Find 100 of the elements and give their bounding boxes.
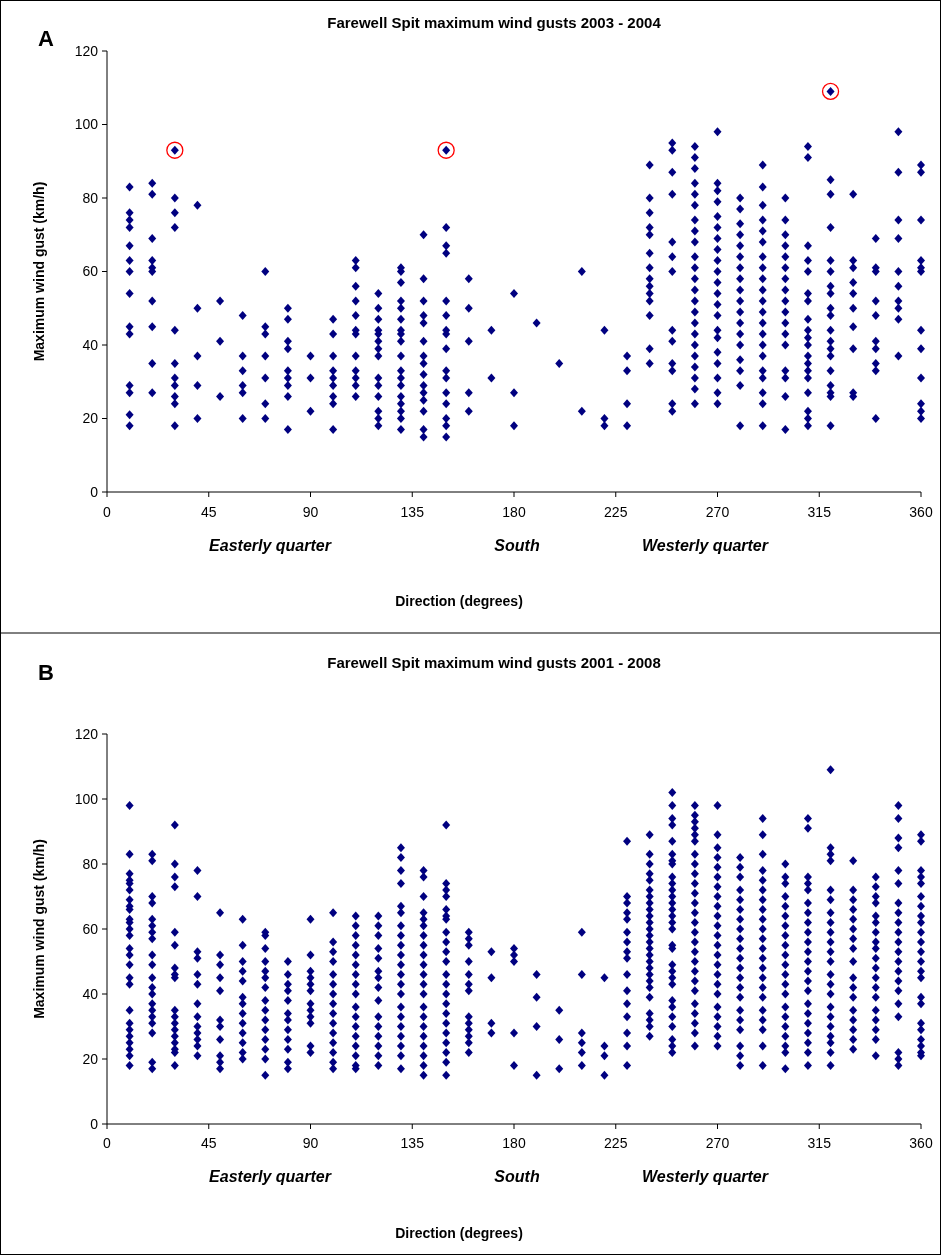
point (917, 325, 925, 335)
point (736, 366, 745, 376)
point (261, 1035, 270, 1044)
point (713, 901, 722, 911)
point (690, 888, 699, 898)
point (125, 380, 134, 390)
point (374, 1041, 383, 1051)
x-tick-label: 0 (103, 503, 112, 520)
point (668, 267, 677, 276)
point (803, 373, 812, 383)
point (713, 373, 722, 383)
point (645, 970, 654, 979)
point (577, 406, 586, 416)
point (713, 843, 722, 853)
point (894, 976, 903, 986)
point (736, 340, 745, 350)
point (442, 820, 451, 830)
point (894, 351, 903, 361)
point (713, 347, 722, 357)
point (170, 872, 179, 882)
point (894, 879, 903, 888)
point (736, 973, 745, 983)
point (668, 924, 677, 934)
point (758, 329, 767, 339)
point (803, 267, 812, 276)
point (600, 1070, 609, 1080)
point (668, 849, 677, 859)
point (803, 927, 812, 937)
x-tick-label: 315 (807, 1134, 832, 1151)
point (668, 801, 677, 810)
point (396, 399, 405, 409)
point (826, 366, 835, 376)
point (351, 351, 360, 361)
point (894, 1048, 903, 1057)
point (170, 882, 179, 892)
y-axis-title: Maximum wind gust (km/h) (31, 181, 47, 362)
text: B (38, 660, 54, 685)
point (826, 957, 835, 966)
point (487, 973, 496, 983)
point (668, 167, 677, 177)
point (871, 973, 880, 983)
point (713, 830, 722, 840)
point (849, 303, 858, 313)
point (419, 970, 428, 979)
point (690, 362, 699, 372)
point (803, 1048, 812, 1057)
point (238, 914, 247, 924)
point (826, 175, 835, 185)
point (645, 849, 654, 859)
point (871, 927, 880, 937)
point (736, 914, 745, 924)
point (736, 252, 745, 262)
point (170, 859, 179, 869)
point (690, 879, 699, 888)
point (758, 215, 767, 225)
point (419, 979, 428, 989)
point (283, 1035, 292, 1044)
point (758, 366, 767, 376)
point (623, 1028, 632, 1038)
point (781, 193, 790, 203)
point (736, 193, 745, 203)
point (170, 421, 179, 431)
point (803, 314, 812, 324)
point (690, 252, 699, 262)
point (781, 940, 790, 950)
point (826, 421, 835, 431)
point (396, 931, 405, 940)
x-tick-label: 180 (502, 1134, 526, 1151)
point (871, 336, 880, 346)
x-tick-label: 90 (302, 503, 319, 520)
point (419, 230, 428, 240)
point (374, 351, 383, 361)
point (690, 947, 699, 957)
point (758, 421, 767, 431)
point (283, 986, 292, 996)
point (351, 1022, 360, 1031)
point (216, 973, 225, 983)
point (781, 960, 790, 970)
point (849, 1005, 858, 1015)
point (419, 369, 428, 379)
point (374, 344, 383, 354)
point (645, 830, 654, 840)
point (193, 979, 202, 989)
point (442, 399, 451, 409)
point (419, 336, 428, 346)
point (803, 333, 812, 343)
point (758, 285, 767, 295)
point (577, 970, 586, 979)
point (442, 1070, 451, 1080)
point (600, 325, 609, 335)
point (442, 1009, 451, 1018)
point (193, 1051, 202, 1061)
point (510, 1028, 518, 1038)
text: A (38, 26, 54, 51)
point (713, 244, 722, 254)
point (826, 281, 835, 291)
point (396, 351, 405, 361)
point (826, 325, 835, 335)
point (826, 895, 835, 905)
point (758, 924, 767, 934)
